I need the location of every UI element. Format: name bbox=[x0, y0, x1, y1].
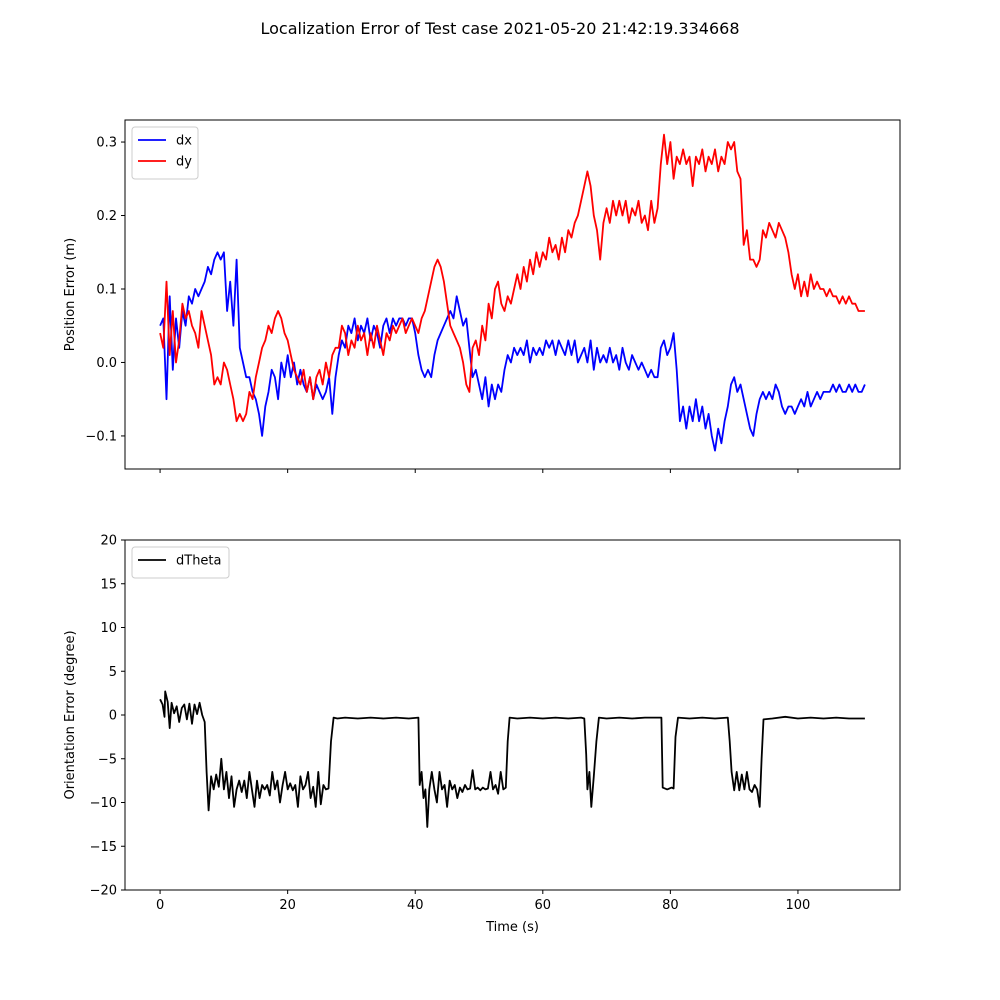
y-tick-label: −15 bbox=[90, 840, 117, 855]
legend-label-dTheta: dTheta bbox=[176, 554, 222, 569]
series-line-dy bbox=[159, 133, 865, 423]
x-tick-label: 20 bbox=[279, 898, 296, 913]
series-line-dTheta bbox=[159, 690, 865, 828]
x-tick-label: 80 bbox=[662, 898, 679, 913]
y-tick-label: 15 bbox=[100, 577, 117, 592]
legend-label-dx: dx bbox=[176, 134, 192, 149]
y-tick-label: 0.0 bbox=[96, 356, 117, 371]
legend-box bbox=[131, 546, 230, 579]
x-tick-label: 100 bbox=[786, 898, 811, 913]
y-tick-label: 20 bbox=[100, 534, 117, 549]
legend-label-dy: dy bbox=[176, 155, 192, 170]
orientation-error-subplot: 0 20 40 60 80 100 −20 −15 −10 −5 0 5 10 15 20 Orientati… bbox=[63, 534, 901, 935]
y-axis-label: Position Error (m) bbox=[63, 238, 78, 351]
x-tick-label: 60 bbox=[535, 898, 552, 913]
y-tick-label: 0.1 bbox=[96, 282, 117, 297]
x-tick-label: 40 bbox=[407, 898, 424, 913]
y-tick-label: −5 bbox=[98, 752, 117, 767]
position-error-subplot: −0.1 0.0 0.1 0.2 0.3 Position Error (m) dx dy bbox=[63, 119, 901, 473]
series-line-dx bbox=[159, 251, 866, 452]
axes-frame bbox=[124, 119, 901, 470]
x-axis-label: Time (s) bbox=[485, 920, 539, 935]
y-tick-label: −10 bbox=[90, 796, 117, 811]
plot-area bbox=[159, 133, 866, 452]
y-tick-label: −20 bbox=[90, 884, 117, 899]
y-tick-label: 10 bbox=[100, 621, 117, 636]
y-axis-label: Orientation Error (degree) bbox=[63, 630, 78, 799]
y-tick-label: 0.2 bbox=[96, 209, 117, 224]
x-tick-label: 0 bbox=[156, 898, 164, 913]
y-tick-label: 0 bbox=[109, 709, 117, 724]
y-tick-label: 0.3 bbox=[96, 136, 117, 151]
plot-area bbox=[159, 690, 865, 828]
figure-title: Localization Error of Test case 2021-05-… bbox=[261, 19, 740, 38]
y-tick-label: 5 bbox=[109, 665, 117, 680]
y-tick-label: −0.1 bbox=[85, 429, 117, 444]
